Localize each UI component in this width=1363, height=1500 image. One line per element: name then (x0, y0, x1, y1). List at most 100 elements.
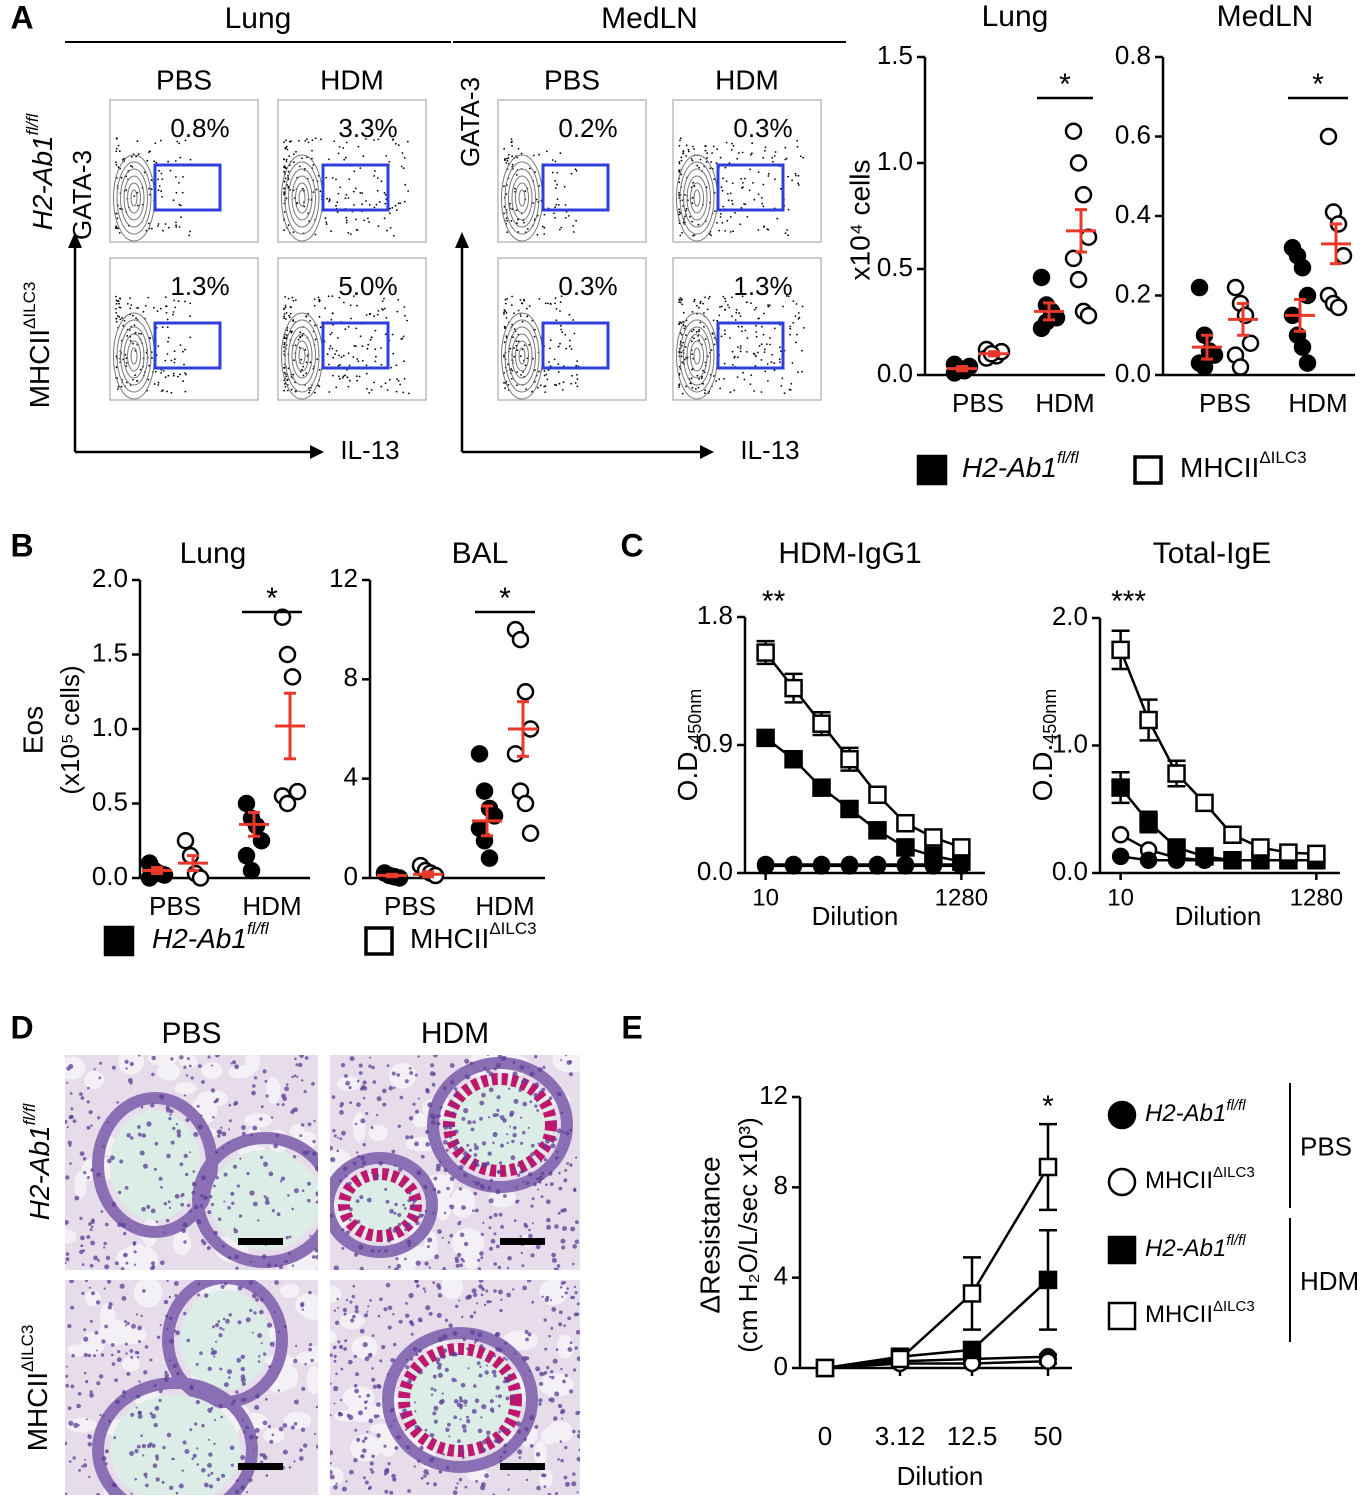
chart-title: Total-IgE (1153, 537, 1271, 570)
region-title: MedLN (601, 2, 698, 35)
nucleus (137, 1356, 139, 1358)
nucleus (187, 1339, 191, 1343)
nucleus (215, 1323, 219, 1327)
nucleus (373, 1080, 377, 1084)
nucleus (329, 1462, 331, 1464)
nucleus (189, 1151, 191, 1153)
nucleus (489, 1301, 492, 1304)
event-dot (514, 188, 516, 190)
legend-label-sup: ΔILC3 (1213, 1298, 1255, 1315)
nucleus (141, 1315, 143, 1317)
nucleus (502, 1429, 505, 1432)
event-dot (557, 198, 559, 200)
nucleus (360, 1267, 364, 1271)
event-dot (575, 220, 577, 222)
nucleus (152, 1444, 156, 1448)
nucleus (539, 1091, 541, 1093)
event-dot (283, 390, 285, 392)
event-dot (328, 364, 330, 366)
event-dot (682, 153, 684, 155)
nucleus (224, 1282, 227, 1285)
data-point (1169, 766, 1185, 782)
event-dot (516, 340, 518, 342)
nucleus (159, 1399, 162, 1402)
nucleus (489, 1216, 493, 1220)
event-dot (300, 359, 302, 361)
nucleus (508, 1488, 510, 1490)
nucleus (147, 1444, 151, 1448)
nucleus (565, 1291, 568, 1294)
nucleus (80, 1236, 85, 1241)
nucleus (475, 1398, 480, 1403)
event-dot (757, 229, 759, 231)
nucleus (557, 1128, 562, 1133)
event-dot (505, 310, 507, 312)
nucleus (336, 1483, 338, 1485)
event-dot (396, 209, 398, 211)
nucleus (354, 1355, 357, 1358)
genotype-label: H2-Ab1fl/fl (20, 1102, 55, 1220)
nucleus (399, 1320, 403, 1324)
scale-bar (500, 1463, 545, 1470)
nucleus (340, 1105, 343, 1108)
nucleus (136, 1407, 138, 1409)
nucleus (448, 1136, 450, 1138)
nucleus (238, 1286, 243, 1291)
nucleus (162, 1446, 165, 1449)
nucleus (376, 1433, 380, 1437)
nucleus (167, 1433, 172, 1438)
event-dot (132, 379, 134, 381)
nucleus (68, 1421, 73, 1426)
event-dot (129, 297, 131, 299)
event-dot (684, 194, 686, 196)
nucleus (437, 1286, 441, 1290)
legend-label-main: MHCII (1145, 1167, 1213, 1194)
nucleus (541, 1296, 543, 1298)
event-dot (796, 334, 798, 336)
nucleus (181, 1193, 185, 1197)
event-dot (576, 170, 578, 172)
event-dot (720, 216, 722, 218)
event-dot (344, 328, 346, 330)
nucleus (452, 1103, 455, 1106)
event-dot (749, 190, 751, 192)
nucleus (570, 1341, 573, 1344)
nucleus (412, 1103, 415, 1106)
event-dot (680, 302, 682, 304)
nucleus (83, 1157, 87, 1161)
event-dot (503, 313, 505, 315)
nucleus (130, 1356, 133, 1359)
nucleus (541, 1195, 544, 1198)
nucleus (145, 1345, 149, 1349)
event-dot (735, 319, 737, 321)
nucleus (352, 1295, 355, 1298)
event-dot (742, 182, 744, 184)
nucleus (185, 1173, 188, 1176)
event-dot (167, 319, 169, 321)
nucleus (371, 1172, 373, 1174)
event-dot (371, 389, 373, 391)
event-dot (736, 309, 738, 311)
nucleus (478, 1284, 482, 1288)
nucleus (252, 1332, 254, 1334)
event-dot (283, 188, 285, 190)
event-dot (763, 313, 765, 315)
event-dot (361, 203, 363, 205)
y-tick-label: 8 (774, 1170, 788, 1200)
nucleus (81, 1245, 84, 1248)
nucleus (528, 1234, 533, 1239)
nucleus (531, 1166, 533, 1168)
nucleus (96, 1300, 100, 1304)
event-dot (709, 296, 711, 298)
event-dot (325, 177, 327, 179)
nucleus (479, 1366, 481, 1368)
nucleus (295, 1345, 297, 1347)
event-dot (680, 157, 682, 159)
data-point (786, 680, 802, 696)
significance-label: ** (762, 585, 786, 618)
nucleus (99, 1374, 103, 1378)
panel-label: D (10, 1009, 33, 1045)
nucleus (151, 1209, 156, 1214)
nucleus (208, 1439, 210, 1441)
nucleus (526, 1182, 529, 1185)
